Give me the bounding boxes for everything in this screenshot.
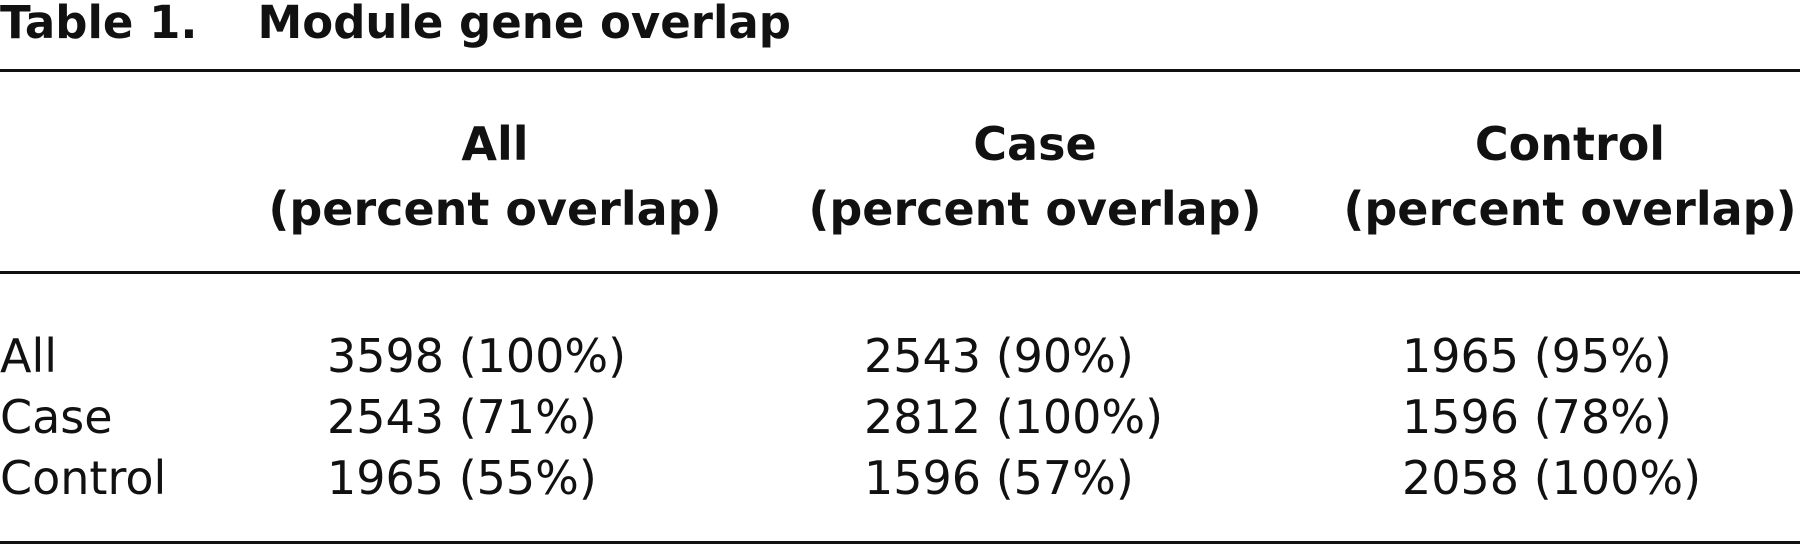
bottom-rule [0, 541, 1800, 544]
column-header-all: All (percent overlap) [235, 112, 755, 242]
table-cell: 2058 (100%) [1402, 451, 1702, 505]
table-cell: 2543 (90%) [864, 329, 1134, 383]
top-rule [0, 69, 1800, 72]
table-cell: 2812 (100%) [864, 390, 1164, 444]
table-caption: Table 1. Module gene overlap [0, 0, 791, 50]
row-label: Case [0, 390, 113, 444]
column-header-case: Case (percent overlap) [775, 112, 1295, 242]
row-label: All [0, 329, 58, 383]
column-header-name: Case [973, 117, 1097, 171]
table-cell: 3598 (100%) [327, 329, 627, 383]
column-header-name: All [461, 117, 529, 171]
table-cell: 1596 (78%) [1402, 390, 1672, 444]
column-header-subtitle: (percent overlap) [1343, 182, 1797, 236]
column-header-subtitle: (percent overlap) [268, 182, 722, 236]
table-cell: 1965 (95%) [1402, 329, 1672, 383]
header-rule [0, 271, 1800, 274]
table-cell: 2543 (71%) [327, 390, 597, 444]
table-cell: 1596 (57%) [864, 451, 1134, 505]
table-row-case: Case 2543 (71%) 2812 (100%) 1596 (78%) [0, 387, 1800, 448]
row-label: Control [0, 451, 167, 505]
table-row-all: All 3598 (100%) 2543 (90%) 1965 (95%) [0, 326, 1800, 387]
table-row-control: Control 1965 (55%) 1596 (57%) 2058 (100%… [0, 448, 1800, 509]
column-header-subtitle: (percent overlap) [808, 182, 1262, 236]
table-title: Module gene overlap [257, 0, 791, 49]
column-header-name: Control [1474, 117, 1666, 171]
column-header-control: Control (percent overlap) [1310, 112, 1800, 242]
table-number: Table 1. [0, 0, 198, 49]
table-cell: 1965 (55%) [327, 451, 597, 505]
